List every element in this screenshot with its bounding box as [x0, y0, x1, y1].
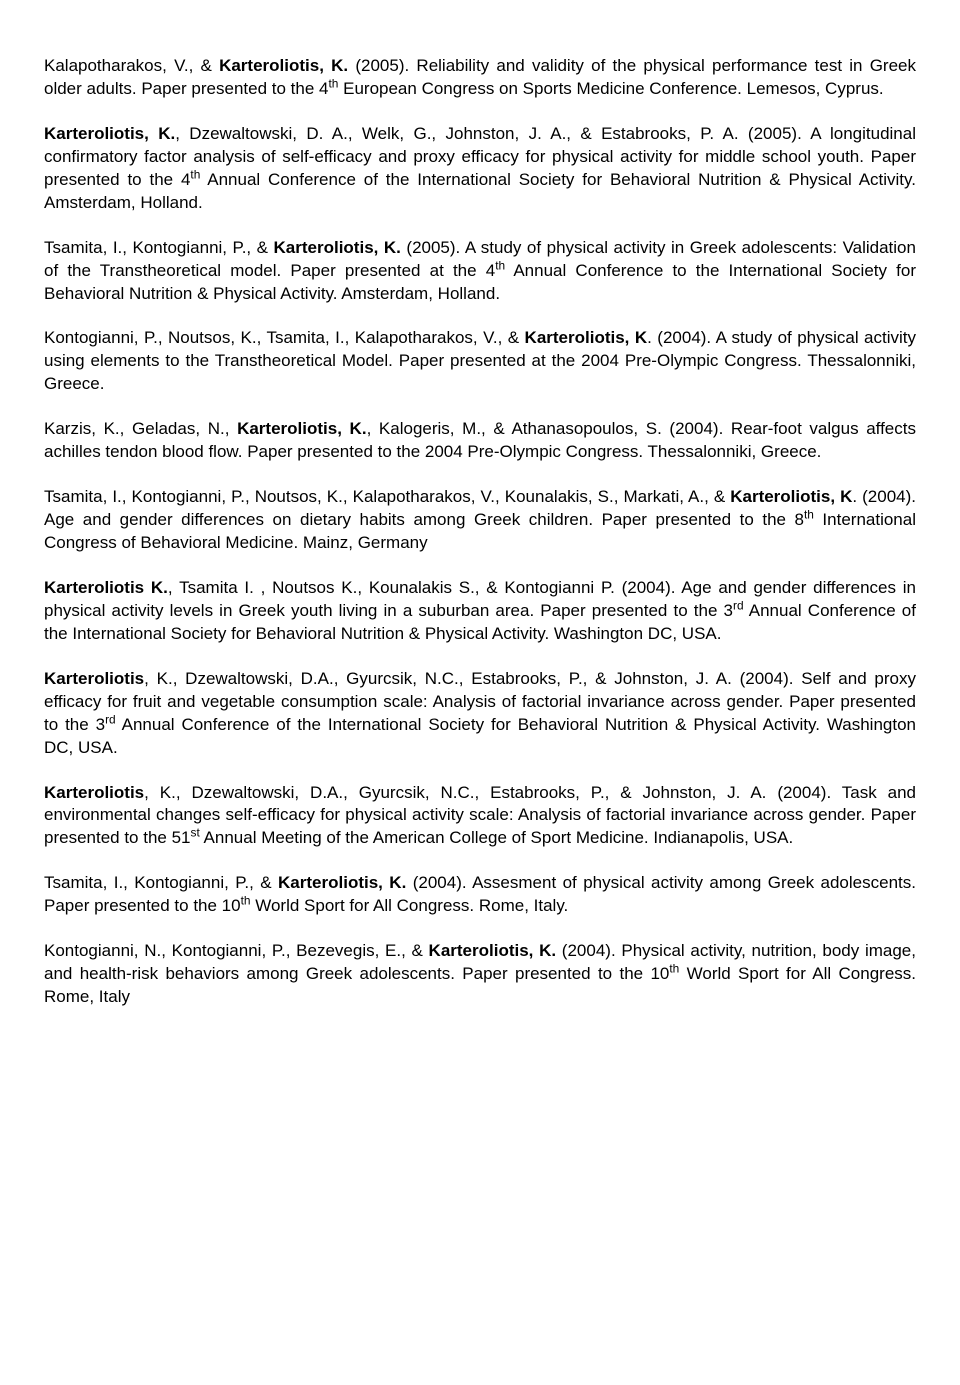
author-highlight: Karteroliotis, K.	[274, 238, 401, 257]
author-highlight: Karteroliotis, K	[730, 487, 852, 506]
author-highlight: Karteroliotis, K.	[219, 56, 348, 75]
reference-entry: Karzis, K., Geladas, N., Karteroliotis, …	[44, 418, 916, 464]
ordinal-superscript: st	[191, 826, 200, 840]
reference-list: Kalapotharakos, V., & Karteroliotis, K. …	[44, 55, 916, 1009]
author-highlight: Karteroliotis K.	[44, 578, 168, 597]
reference-entry: Tsamita, I., Kontogianni, P., & Karterol…	[44, 872, 916, 918]
reference-entry: Karteroliotis, K., Dzewaltowski, D.A., G…	[44, 782, 916, 851]
author-highlight: Karteroliotis, K.	[44, 124, 175, 143]
reference-entry: Tsamita, I., Kontogianni, P., Noutsos, K…	[44, 486, 916, 555]
reference-entry: Karteroliotis, K., Dzewaltowski, D. A., …	[44, 123, 916, 215]
ordinal-superscript: th	[495, 258, 505, 272]
ordinal-superscript: rd	[105, 712, 116, 726]
author-highlight: Karteroliotis	[44, 669, 144, 688]
ordinal-superscript: th	[804, 507, 814, 521]
author-highlight: Karteroliotis	[44, 783, 144, 802]
reference-entry: Tsamita, I., Kontogianni, P., & Karterol…	[44, 237, 916, 306]
author-highlight: Karteroliotis, K.	[429, 941, 557, 960]
reference-entry: Kontogianni, N., Kontogianni, P., Bezeve…	[44, 940, 916, 1009]
ordinal-superscript: th	[328, 76, 338, 90]
reference-entry: Kontogianni, P., Noutsos, K., Tsamita, I…	[44, 327, 916, 396]
ordinal-superscript: th	[241, 894, 251, 908]
ordinal-superscript: th	[669, 961, 679, 975]
reference-entry: Kalapotharakos, V., & Karteroliotis, K. …	[44, 55, 916, 101]
author-highlight: Karteroliotis, K.	[237, 419, 367, 438]
reference-entry: Karteroliotis K., Tsamita I. , Noutsos K…	[44, 577, 916, 646]
ordinal-superscript: th	[190, 167, 200, 181]
ordinal-superscript: rd	[733, 598, 744, 612]
author-highlight: Karteroliotis, K	[525, 328, 648, 347]
reference-entry: Karteroliotis, K., Dzewaltowski, D.A., G…	[44, 668, 916, 760]
author-highlight: Karteroliotis, K.	[278, 873, 406, 892]
